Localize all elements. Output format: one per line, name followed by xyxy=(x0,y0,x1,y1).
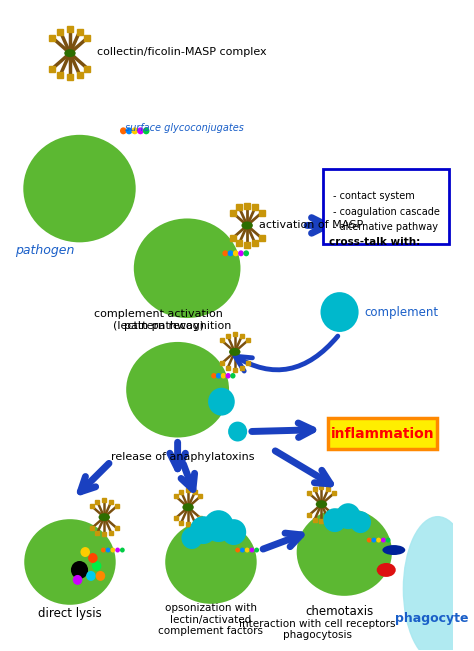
Circle shape xyxy=(249,547,254,553)
Text: - contact system: - contact system xyxy=(333,191,415,201)
Text: surface glycoconjugates: surface glycoconjugates xyxy=(125,123,244,133)
Ellipse shape xyxy=(316,500,327,508)
Circle shape xyxy=(92,561,101,571)
Circle shape xyxy=(245,547,249,553)
Circle shape xyxy=(203,510,234,542)
Circle shape xyxy=(208,388,235,415)
Text: direct lysis: direct lysis xyxy=(38,607,102,620)
Text: pathogen: pathogen xyxy=(15,244,74,257)
Circle shape xyxy=(238,251,244,256)
Circle shape xyxy=(137,128,144,134)
Circle shape xyxy=(367,538,372,542)
Text: - alternative pathway: - alternative pathway xyxy=(333,223,438,232)
Text: - coagulation cascade: - coagulation cascade xyxy=(333,206,440,217)
Ellipse shape xyxy=(99,513,110,521)
Ellipse shape xyxy=(297,508,392,596)
FancyBboxPatch shape xyxy=(323,169,449,244)
Circle shape xyxy=(190,516,217,544)
Circle shape xyxy=(73,575,82,585)
Ellipse shape xyxy=(182,503,194,511)
Circle shape xyxy=(86,571,96,581)
Circle shape xyxy=(143,128,149,134)
Circle shape xyxy=(110,547,115,553)
Circle shape xyxy=(226,373,231,379)
Circle shape xyxy=(228,251,233,256)
Text: complement activation
(lectin pathway): complement activation (lectin pathway) xyxy=(94,309,223,331)
Ellipse shape xyxy=(24,519,116,605)
Circle shape xyxy=(126,128,132,134)
Text: activation of MASP: activation of MASP xyxy=(259,221,363,230)
Circle shape xyxy=(254,547,259,553)
Circle shape xyxy=(120,547,125,553)
Circle shape xyxy=(115,547,120,553)
Text: cross-talk with:: cross-talk with: xyxy=(329,238,420,247)
Circle shape xyxy=(106,547,110,553)
Circle shape xyxy=(376,538,381,542)
Circle shape xyxy=(96,571,105,581)
Circle shape xyxy=(230,373,236,379)
Circle shape xyxy=(81,547,90,557)
Text: inflammation: inflammation xyxy=(330,426,434,441)
Circle shape xyxy=(211,373,217,379)
Text: collectin/ficolin-MASP complex: collectin/ficolin-MASP complex xyxy=(97,47,266,57)
Circle shape xyxy=(101,547,106,553)
Circle shape xyxy=(71,561,88,579)
Text: chemotaxis: chemotaxis xyxy=(305,605,374,618)
Circle shape xyxy=(221,519,246,545)
Circle shape xyxy=(120,128,127,134)
Circle shape xyxy=(372,538,376,542)
Text: opsonization with
lectin/activated
complement factors: opsonization with lectin/activated compl… xyxy=(158,603,264,636)
Text: phagocyte: phagocyte xyxy=(395,612,469,625)
Text: interaction with cell receptors
phagocytosis: interaction with cell receptors phagocyt… xyxy=(239,619,396,641)
Ellipse shape xyxy=(241,221,253,229)
Circle shape xyxy=(320,292,359,332)
Circle shape xyxy=(182,527,202,549)
Circle shape xyxy=(350,511,371,533)
FancyBboxPatch shape xyxy=(328,417,437,449)
Text: pattern recognition: pattern recognition xyxy=(124,321,231,331)
Circle shape xyxy=(235,547,240,553)
Text: complement: complement xyxy=(365,305,438,318)
Circle shape xyxy=(336,503,361,529)
Ellipse shape xyxy=(126,342,229,437)
Circle shape xyxy=(228,422,247,441)
Ellipse shape xyxy=(377,563,396,577)
Text: release of anaphylatoxins: release of anaphylatoxins xyxy=(110,452,254,462)
Circle shape xyxy=(386,538,391,542)
Circle shape xyxy=(323,508,346,532)
Circle shape xyxy=(240,547,245,553)
Circle shape xyxy=(222,251,228,256)
Ellipse shape xyxy=(383,545,405,555)
Ellipse shape xyxy=(23,135,136,242)
Circle shape xyxy=(233,251,238,256)
Ellipse shape xyxy=(64,49,76,57)
Ellipse shape xyxy=(229,348,240,356)
Ellipse shape xyxy=(403,517,472,651)
Circle shape xyxy=(88,553,98,563)
Ellipse shape xyxy=(165,520,257,604)
Circle shape xyxy=(221,373,226,379)
Ellipse shape xyxy=(134,219,240,318)
Circle shape xyxy=(243,251,249,256)
Circle shape xyxy=(381,538,386,542)
Circle shape xyxy=(216,373,221,379)
Circle shape xyxy=(131,128,138,134)
